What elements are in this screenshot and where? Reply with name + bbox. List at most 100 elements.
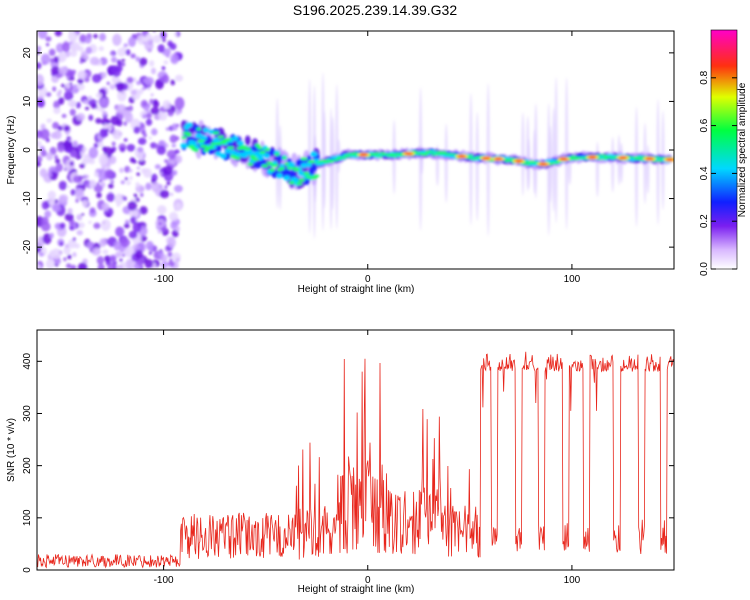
noise-blob [128,209,139,218]
noise-blob [91,103,98,109]
noise-blob [110,115,120,126]
noise-blob [63,246,71,255]
ridge-blob [509,158,516,160]
streak [646,144,650,194]
noise-blob [174,202,182,212]
noise-blob [141,130,146,135]
noise-blob [143,102,148,107]
noise-blob [153,245,158,250]
ridge-blob [297,178,306,182]
noise-blob [132,77,137,83]
noise-blob [162,99,171,110]
noise-blob [106,213,111,218]
noise-blob [137,242,146,253]
noise-blob [77,77,84,85]
ridge-blob [433,153,440,156]
noise-blob [110,180,114,184]
noise-blob [175,257,180,263]
streak [444,123,448,203]
noise-blob [106,81,110,86]
noise-blob [58,66,68,75]
noise-blob [61,83,65,88]
noise-blob [119,146,126,153]
streak [526,116,530,192]
noise-blob [58,97,65,105]
noise-blob [64,213,74,222]
noise-blob [104,168,114,179]
ridge-blob [572,158,580,161]
snr-plot: -100 0 100 0 100 200 300 400 Height of straight… [6,329,675,595]
noise-blob [65,263,72,269]
noise-blob [120,61,126,67]
noise-blob [37,140,42,147]
noise-blob [106,192,115,202]
noise-blob [93,222,101,229]
noise-blob [54,154,58,160]
noise-blob [105,119,111,125]
noise-blob [75,188,85,201]
ridge-blob [286,166,292,170]
noise-blob [116,47,127,57]
snr-line [37,351,674,569]
ridge-blob [570,155,577,158]
noise-blob [156,145,166,155]
streak [634,106,639,227]
noise-blob [53,100,61,109]
noise-blob [138,158,146,166]
noise-blob [148,136,152,140]
spectrogram-xlabel: Height of straight line (km) [298,284,415,295]
hot-spot-core [514,159,523,163]
noise-blob [85,106,90,111]
noise-blob [111,141,116,147]
ridge-blob [266,161,273,165]
streak [611,136,615,193]
noise-blob [82,146,88,152]
noise-blob [121,58,125,62]
noise-blob [58,194,69,203]
ridge-blob [473,157,479,160]
ridge-blob [247,162,254,166]
ridge-blob [242,152,249,158]
noise-blob [145,240,154,251]
noise-blob [69,108,76,116]
ridge-blob [636,156,643,159]
signal-ridge [180,119,674,191]
ridge-blob [350,153,356,156]
snr-ticks: -100 0 100 0 100 200 300 400 [22,330,674,586]
noise-blob [133,193,138,198]
ridge-blob [236,140,244,146]
noise-blob [157,229,162,234]
ridge-blob [207,145,215,149]
noise-blob [68,31,78,42]
noise-blob [72,140,78,147]
ridge-blob [186,133,192,137]
noise-blob [149,98,154,105]
hot-spot-core [645,157,654,161]
noise-blob [63,257,67,262]
ridge-blob [227,146,235,150]
colorbar-tick-label: 0.2 [699,214,710,228]
colorbar-tick-label: 0.8 [699,70,710,84]
noise-blob [93,142,99,148]
noise-blob [70,189,76,196]
y-tick-label: -10 [22,191,33,206]
noise-blob [169,211,179,222]
noise-blob [117,264,124,269]
streak [554,76,558,224]
hot-spot-core [588,156,597,159]
ridge-blob [293,168,301,172]
noise-blob [144,258,153,269]
noise-blob [96,192,102,199]
noise-blob [139,156,144,162]
noise-blob [120,238,131,248]
y-tick-label: 20 [22,47,33,59]
noise-blob [63,90,74,101]
noise-blob [66,185,70,189]
ridge-blob [310,164,318,172]
noise-blob [69,150,78,158]
noise-blob [137,146,144,153]
ridge-blob [297,170,306,177]
noise-blob [151,181,161,193]
ridge-blob [424,152,429,155]
